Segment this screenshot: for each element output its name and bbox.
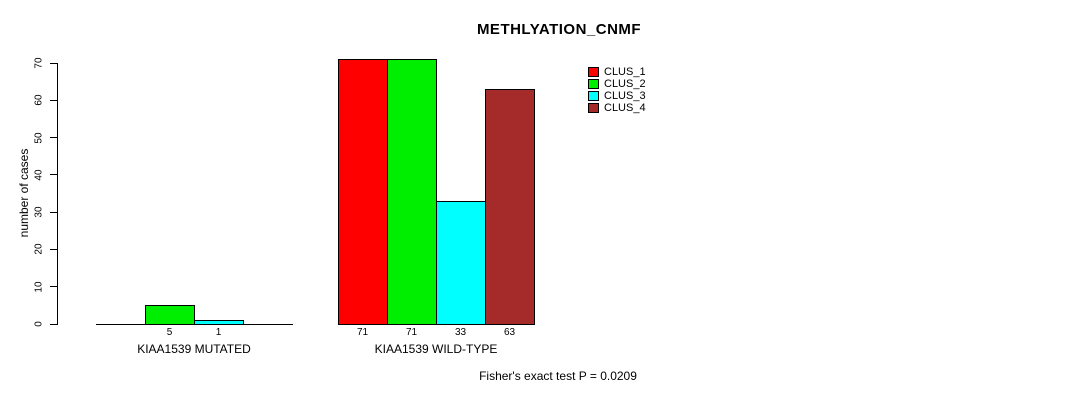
y-axis-tick-label: 20: [33, 243, 45, 255]
y-axis-tick-label: 70: [33, 57, 45, 69]
bar-clus_2-mutated: [145, 305, 195, 325]
bar-clus_3-wild-type: [436, 201, 486, 325]
chart-title: METHLYATION_CNMF: [476, 21, 642, 38]
y-axis-tick-label: 30: [33, 206, 45, 218]
y-axis-tick-label: 0: [33, 321, 45, 327]
legend: CLUS_1 CLUS_2 CLUS_3 CLUS_4: [588, 66, 646, 114]
legend-label: CLUS_2: [604, 78, 646, 90]
legend-item: CLUS_4: [588, 102, 646, 114]
legend-item: CLUS_2: [588, 78, 646, 90]
category-label: KIAA1539 WILD-TYPE: [374, 342, 498, 356]
y-axis-tick: [50, 248, 57, 250]
bar-value-label: 71: [356, 327, 369, 338]
legend-swatch-icon: [588, 67, 599, 77]
legend-item: CLUS_1: [588, 66, 646, 78]
legend-label: CLUS_1: [604, 66, 646, 78]
y-axis-line: [57, 63, 58, 325]
bar-value-label: 71: [405, 327, 418, 338]
y-axis-tick-label: 40: [33, 169, 45, 181]
bar-clus_2-wild-type: [387, 59, 437, 325]
legend-swatch-icon: [588, 79, 599, 89]
y-axis-tick: [50, 137, 57, 139]
bar-value-label: 1: [215, 327, 222, 338]
bar-clus_4-wild-type: [485, 89, 535, 325]
category-label: KIAA1539 MUTATED: [137, 342, 251, 356]
legend-label: CLUS_4: [604, 102, 646, 114]
y-axis-tick-label: 60: [33, 94, 45, 106]
bar-clus_3-mutated: [194, 320, 244, 325]
bar-clus_1-wild-type: [338, 59, 388, 325]
y-axis-tick: [50, 174, 57, 176]
legend-swatch-icon: [588, 91, 599, 101]
y-axis-tick: [50, 211, 57, 213]
bar-value-label: 33: [454, 327, 467, 338]
y-axis-tick: [50, 62, 57, 64]
y-axis-tick: [50, 286, 57, 288]
legend-swatch-icon: [588, 103, 599, 113]
stat-annotation: Fisher's exact test P = 0.0209: [479, 369, 637, 383]
bar-value-label: 63: [503, 327, 516, 338]
y-axis-tick-label: 50: [33, 132, 45, 144]
legend-item: CLUS_3: [588, 90, 646, 102]
y-axis-tick: [50, 99, 57, 101]
y-axis-tick-label: 10: [33, 281, 45, 293]
bar-value-label: 5: [166, 327, 173, 338]
legend-label: CLUS_3: [604, 90, 646, 102]
y-axis-tick: [50, 323, 57, 325]
